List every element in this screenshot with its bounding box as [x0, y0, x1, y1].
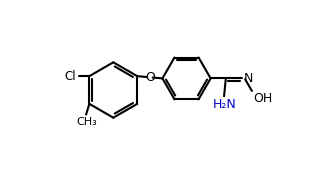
Text: O: O: [145, 71, 155, 84]
Text: Cl: Cl: [65, 70, 76, 83]
Text: N: N: [244, 71, 253, 85]
Text: CH₃: CH₃: [77, 117, 97, 127]
Text: OH: OH: [253, 92, 272, 105]
Text: H₂N: H₂N: [213, 98, 237, 111]
